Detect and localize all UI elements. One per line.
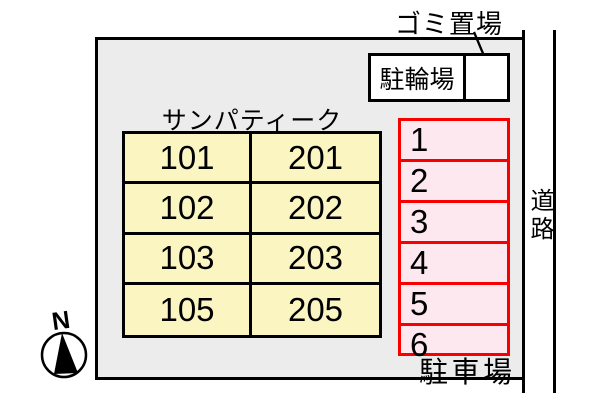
parking-space-6: 6 xyxy=(401,323,507,364)
compass-needle xyxy=(54,333,78,374)
garbage-area-label: ゴミ置場 xyxy=(395,9,504,39)
parking-space-3: 3 xyxy=(401,200,507,241)
road-label: 道路 xyxy=(526,188,553,244)
building-units-table: 101 201 102 202 103 203 105 205 xyxy=(122,131,382,338)
room-cell-105: 105 xyxy=(125,284,252,335)
north-label: N xyxy=(50,306,72,336)
bicycle-parking-box: 駐輪場 xyxy=(368,53,510,102)
room-cell-201: 201 xyxy=(252,134,379,185)
room-cell-102: 102 xyxy=(125,184,252,235)
road-edge-line-far xyxy=(553,30,556,393)
room-cell-205: 205 xyxy=(287,290,344,328)
parking-space-1: 1 xyxy=(410,121,429,158)
bicycle-parking-label: 駐輪場 xyxy=(379,65,455,94)
room-cell-103: 103 xyxy=(125,234,252,285)
road-edge-line-near xyxy=(522,30,525,393)
room-cell-202: 202 xyxy=(252,184,379,235)
room-cell-101: 101 xyxy=(125,134,252,185)
garbage-box xyxy=(463,56,507,99)
compass-north-arrow: N xyxy=(40,306,88,379)
parking-space-2: 2 xyxy=(401,159,507,200)
building-name: サンパティーク xyxy=(161,107,343,135)
parking-lot-label: 駐車場 xyxy=(419,357,516,389)
room-cell-203: 203 xyxy=(252,235,379,285)
parking-space-4: 4 xyxy=(401,241,507,282)
parking-area: 1 2 3 4 5 6 xyxy=(398,118,510,363)
parking-space-5: 5 xyxy=(401,282,507,323)
